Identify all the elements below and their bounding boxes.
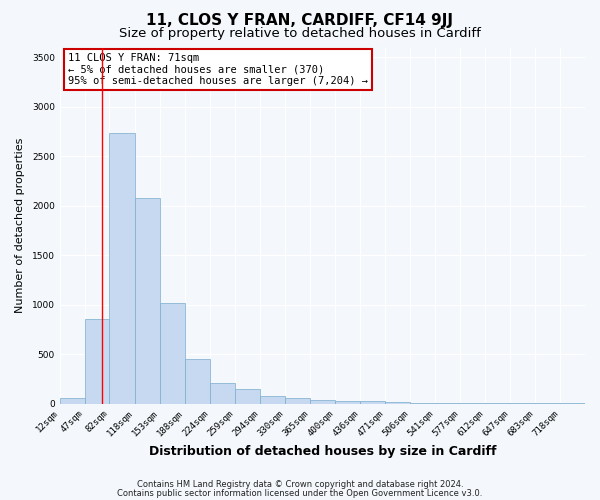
Text: Size of property relative to detached houses in Cardiff: Size of property relative to detached ho… [119, 28, 481, 40]
Bar [85, 320, 109, 404]
Bar [160, 302, 185, 404]
Y-axis label: Number of detached properties: Number of detached properties [15, 138, 25, 313]
Bar [210, 383, 235, 404]
Bar [235, 388, 260, 404]
Text: Contains HM Land Registry data © Crown copyright and database right 2024.: Contains HM Land Registry data © Crown c… [137, 480, 463, 489]
Bar [285, 398, 310, 404]
Bar [385, 402, 410, 404]
Text: Contains public sector information licensed under the Open Government Licence v3: Contains public sector information licen… [118, 488, 482, 498]
Text: 11, CLOS Y FRAN, CARDIFF, CF14 9JJ: 11, CLOS Y FRAN, CARDIFF, CF14 9JJ [146, 12, 454, 28]
Bar [335, 401, 361, 404]
Bar [260, 396, 285, 404]
Bar [361, 402, 385, 404]
Text: 11 CLOS Y FRAN: 71sqm
← 5% of detached houses are smaller (370)
95% of semi-deta: 11 CLOS Y FRAN: 71sqm ← 5% of detached h… [68, 53, 368, 86]
Bar [135, 198, 160, 404]
X-axis label: Distribution of detached houses by size in Cardiff: Distribution of detached houses by size … [149, 444, 496, 458]
Bar [109, 132, 135, 404]
Bar [60, 398, 85, 404]
Bar [185, 359, 210, 404]
Bar [310, 400, 335, 404]
